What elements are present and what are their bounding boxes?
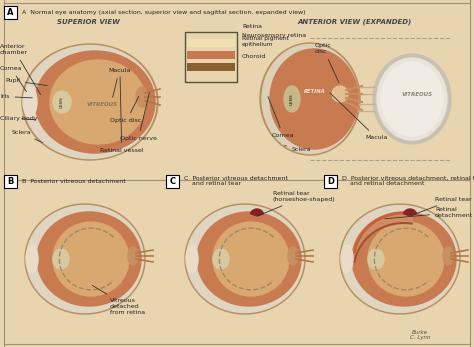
Text: C: C xyxy=(169,177,175,186)
Text: D  Posterior vitreous detachment, retinal tear,
    and retinal detachment: D Posterior vitreous detachment, retinal… xyxy=(342,176,474,186)
Ellipse shape xyxy=(50,60,146,144)
Text: Iris: Iris xyxy=(0,94,32,99)
Ellipse shape xyxy=(35,51,155,153)
Text: Burke
C. Lynn: Burke C. Lynn xyxy=(410,330,430,340)
Ellipse shape xyxy=(284,86,300,112)
Text: Ciliary body: Ciliary body xyxy=(0,116,37,121)
Text: Retinal pigment
epithelium: Retinal pigment epithelium xyxy=(242,36,289,47)
Ellipse shape xyxy=(136,87,148,107)
Text: SUPERIOR VIEW: SUPERIOR VIEW xyxy=(56,19,119,25)
Text: Cornea: Cornea xyxy=(268,96,294,138)
Text: Retinal tear
(horseshoe-shaped): Retinal tear (horseshoe-shaped) xyxy=(257,191,336,216)
Text: C  Posterior vitreous detachment
    and retinal tear: C Posterior vitreous detachment and reti… xyxy=(184,176,288,186)
Ellipse shape xyxy=(128,247,138,265)
FancyBboxPatch shape xyxy=(4,175,17,188)
Text: Macula: Macula xyxy=(108,68,130,97)
Text: Retinal tear: Retinal tear xyxy=(412,197,472,215)
Ellipse shape xyxy=(288,247,298,265)
Bar xyxy=(187,51,235,59)
Ellipse shape xyxy=(341,205,458,313)
Ellipse shape xyxy=(197,212,301,306)
Ellipse shape xyxy=(213,222,289,296)
Ellipse shape xyxy=(341,245,353,273)
Text: Macula: Macula xyxy=(330,93,387,140)
Ellipse shape xyxy=(53,91,71,113)
Text: Sclera: Sclera xyxy=(285,146,311,152)
Ellipse shape xyxy=(443,247,453,265)
Ellipse shape xyxy=(260,43,360,155)
Ellipse shape xyxy=(377,58,447,140)
Ellipse shape xyxy=(368,249,384,269)
Text: RETINA: RETINA xyxy=(304,88,326,93)
Text: B: B xyxy=(7,177,14,186)
Text: Optic
disc: Optic disc xyxy=(315,43,339,83)
FancyBboxPatch shape xyxy=(4,6,17,19)
Ellipse shape xyxy=(213,249,229,269)
Text: Optic disc.: Optic disc. xyxy=(110,96,143,123)
Ellipse shape xyxy=(185,204,305,314)
Ellipse shape xyxy=(262,44,358,153)
Ellipse shape xyxy=(352,212,456,306)
Text: Retinal
detachment: Retinal detachment xyxy=(385,207,473,219)
Text: Pupil: Pupil xyxy=(5,78,47,86)
Text: Neurosensory retina: Neurosensory retina xyxy=(242,33,306,38)
Ellipse shape xyxy=(23,87,37,117)
Text: Optic nerve: Optic nerve xyxy=(120,93,157,141)
FancyBboxPatch shape xyxy=(324,175,337,188)
Text: Choroid: Choroid xyxy=(242,54,266,59)
Text: VITREOUS: VITREOUS xyxy=(86,102,118,107)
Text: ANTERIOR VIEW (EXPANDED): ANTERIOR VIEW (EXPANDED) xyxy=(298,19,412,25)
Ellipse shape xyxy=(27,205,144,313)
Wedge shape xyxy=(403,209,417,216)
Ellipse shape xyxy=(186,245,198,273)
Ellipse shape xyxy=(26,245,38,273)
Ellipse shape xyxy=(25,204,145,314)
Text: B  Posterior vitreous detachment: B Posterior vitreous detachment xyxy=(22,178,126,184)
Bar xyxy=(185,32,237,82)
Ellipse shape xyxy=(340,204,460,314)
Text: Cornea: Cornea xyxy=(0,66,27,92)
Text: VITREOUS: VITREOUS xyxy=(401,92,433,96)
Text: Retina: Retina xyxy=(242,24,262,29)
Ellipse shape xyxy=(368,222,444,296)
Circle shape xyxy=(332,86,348,102)
Ellipse shape xyxy=(53,249,69,269)
FancyBboxPatch shape xyxy=(166,175,179,188)
Ellipse shape xyxy=(22,44,158,160)
Text: A  Normal eye anatomy (axial section, superior view and sagittal section, expand: A Normal eye anatomy (axial section, sup… xyxy=(22,9,306,15)
Text: D: D xyxy=(327,177,334,186)
Ellipse shape xyxy=(381,62,443,136)
Ellipse shape xyxy=(373,54,451,144)
Ellipse shape xyxy=(24,45,156,159)
Text: Retinal vessel: Retinal vessel xyxy=(100,77,144,153)
Ellipse shape xyxy=(186,205,303,313)
Ellipse shape xyxy=(53,222,129,296)
Wedge shape xyxy=(250,209,264,216)
Text: LENS: LENS xyxy=(60,96,64,108)
Text: Vitreous
detached
from retina: Vitreous detached from retina xyxy=(92,286,145,315)
Bar xyxy=(187,39,235,47)
Text: Sclera: Sclera xyxy=(12,130,43,143)
Ellipse shape xyxy=(37,212,141,306)
Text: Anterior
chamber: Anterior chamber xyxy=(0,44,41,95)
Ellipse shape xyxy=(270,49,358,149)
Text: LENS: LENS xyxy=(290,93,294,105)
Bar xyxy=(187,63,235,71)
Text: A: A xyxy=(7,8,14,17)
